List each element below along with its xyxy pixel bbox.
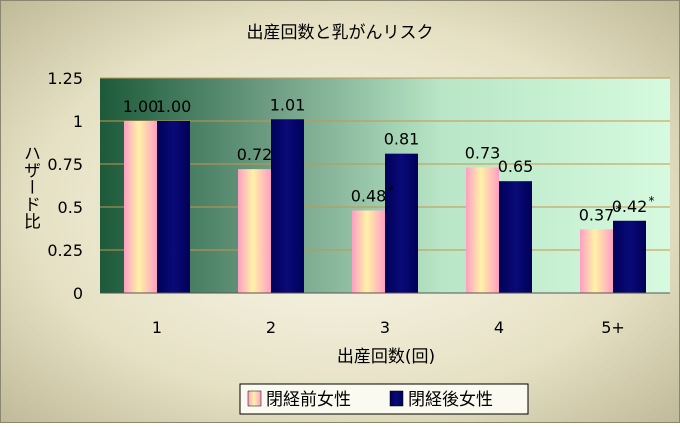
x-tick-label: 2 — [266, 318, 276, 337]
x-axis-label: 出産回数(回) — [337, 347, 435, 367]
data-label-premenopausal: 1.00 — [123, 97, 159, 116]
bar-premenopausal — [238, 169, 271, 293]
data-labels: 1.001.000.721.010.48 *0.810.730.650.37 *0.… — [123, 95, 655, 224]
legend-box — [239, 383, 529, 415]
y-tick-label: 1.25 — [47, 69, 83, 88]
bar-postmenopausal — [499, 181, 532, 293]
x-tick-label: 4 — [494, 318, 504, 337]
x-axis-ticks: 1 2 3 4 5+ — [152, 318, 625, 337]
y-tick-label: 1 — [73, 112, 83, 131]
legend-swatch-postmenopausal — [389, 390, 404, 407]
legend: 閉経前女性 閉経後女性 — [239, 383, 529, 415]
data-label-premenopausal: 0.37 — [579, 205, 615, 224]
data-label-postmenopausal: 0.81 — [384, 130, 420, 149]
bar-postmenopausal — [271, 119, 304, 293]
data-label-premenopausal: 0.48 — [351, 186, 387, 205]
y-tick-label: 0.25 — [47, 241, 83, 260]
bar-postmenopausal — [385, 153, 418, 293]
bar-premenopausal — [580, 229, 613, 293]
y-tick-label: 0 — [73, 284, 83, 303]
data-label-postmenopausal: 1.00 — [156, 97, 192, 116]
data-label-premenopausal: 0.72 — [237, 145, 273, 164]
bar-postmenopausal — [613, 220, 646, 293]
data-label-premenopausal: 0.73 — [465, 143, 501, 162]
y-axis-ticks: 0 0.25 0.5 0.75 1 1.25 — [47, 69, 83, 303]
bar-premenopausal — [352, 210, 385, 293]
legend-label-premenopausal: 閉経前女性 — [266, 390, 351, 410]
y-tick-label: 0.75 — [47, 155, 83, 174]
significance-marker: * — [649, 194, 655, 208]
x-tick-label: 5+ — [601, 318, 625, 337]
legend-label-postmenopausal: 閉経後女性 — [408, 390, 493, 410]
chart-title: 出産回数と乳がんリスク — [247, 23, 434, 43]
y-tick-label: 0.5 — [58, 198, 83, 217]
x-tick-label: 3 — [380, 318, 390, 337]
legend-swatch-premenopausal — [247, 390, 262, 407]
data-label-postmenopausal: 0.65 — [498, 157, 534, 176]
x-tick-label: 1 — [152, 318, 162, 337]
data-label-postmenopausal: 1.01 — [270, 95, 306, 114]
bar-postmenopausal — [157, 121, 190, 293]
significance-marker: * — [616, 202, 622, 216]
bar-premenopausal — [466, 167, 499, 293]
bar-premenopausal — [124, 121, 157, 293]
bars — [124, 119, 646, 293]
data-label-postmenopausal: 0.42 — [612, 197, 648, 216]
significance-marker: * — [388, 183, 394, 197]
y-axis-label: ハザード比 — [20, 145, 40, 230]
